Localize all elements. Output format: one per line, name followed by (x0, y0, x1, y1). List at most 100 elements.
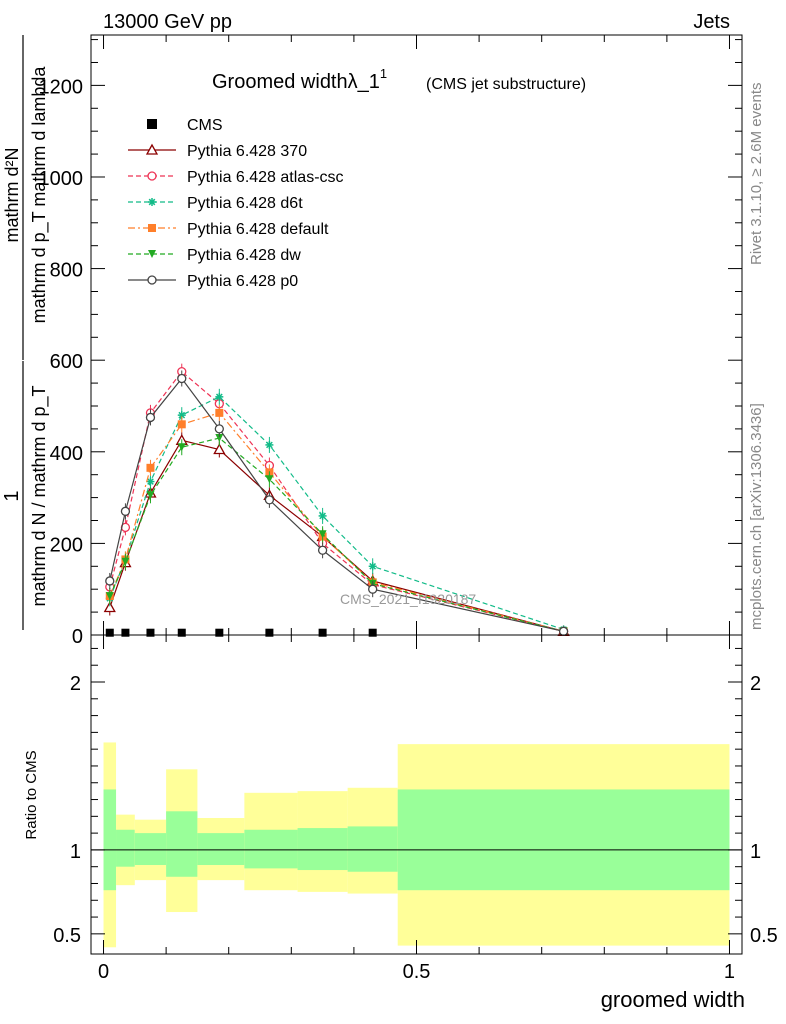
data-point (318, 628, 327, 637)
x-tick-label: 0.5 (403, 961, 431, 983)
data-point (177, 628, 186, 637)
ratio-y-tick-label-right: 1 (750, 841, 761, 863)
series-pythia-6-428-dw (105, 430, 568, 636)
ylabel-prefix-den: mathrm d N / mathrm d p_T (29, 385, 50, 606)
series-line (109, 370, 564, 632)
ratio-y-tick-label: 2 (70, 673, 81, 695)
uncertainty-band-inner (397, 789, 730, 891)
data-point (177, 420, 186, 429)
data-point (103, 601, 116, 613)
uncertainty-band-inner (134, 833, 167, 866)
legend-label: Pythia 6.428 dw (187, 247, 301, 264)
y-tick-label: 200 (50, 534, 83, 556)
ratio-y-tick-label-right: 0.5 (750, 925, 778, 947)
data-point (558, 626, 569, 636)
series-pythia-6-428-370 (103, 432, 570, 636)
series-line (109, 377, 564, 632)
data-point (214, 424, 224, 434)
main-axis-ticks: 0 200 400 600 800 1000 1200 (39, 35, 742, 648)
ratio-axis-ticks: 0.5 0.5 1 1 2 2 0 0.5 1 (53, 635, 778, 983)
data-point (265, 475, 274, 484)
data-point (264, 495, 275, 505)
data-point (215, 408, 224, 417)
ratio-bands (103, 742, 730, 948)
y-tick-label: 400 (50, 443, 83, 465)
data-point (146, 463, 155, 472)
data-point (368, 628, 377, 637)
data-point (105, 576, 115, 586)
rivet-label: Rivet 3.1.10, ≥ 2.6M events (748, 83, 765, 266)
ratio-ylabel: Ratio to CMS (23, 750, 40, 839)
legend-label: Pythia 6.428 p0 (187, 273, 298, 290)
y-tick-label: 800 (50, 260, 83, 282)
series-line (109, 396, 564, 631)
data-point (146, 491, 155, 500)
series-pythia-6-428-atlas-csc (105, 363, 569, 636)
data-point (265, 440, 274, 449)
series-cms (105, 628, 377, 637)
data-point (105, 628, 114, 637)
data-point (121, 628, 130, 637)
data-point (120, 506, 131, 516)
legend-entry: Pythia 6.428 dw (128, 247, 301, 264)
data-point (105, 592, 114, 601)
data-point (213, 443, 226, 455)
data-point (265, 628, 274, 637)
ratio-panel: 0.5 0.5 1 1 2 2 0 0.5 1 Ratio to CMS groomed wid… (23, 634, 778, 1012)
y-tick-label: 1000 (39, 168, 84, 190)
main-series (103, 363, 570, 637)
legend-entry: Pythia 6.428 default (128, 221, 329, 238)
data-point (145, 412, 156, 423)
legend-entry: Pythia 6.428 370 (128, 143, 307, 160)
legend-entry: CMS (147, 117, 223, 134)
data-point (215, 628, 224, 637)
series-line (109, 412, 564, 632)
data-point (318, 511, 327, 520)
series-pythia-6-428-p0 (105, 370, 569, 636)
uncertainty-band-inner (166, 811, 198, 877)
data-point (121, 557, 130, 566)
data-point (317, 545, 328, 555)
ratio-y-tick-label: 0.5 (53, 925, 81, 947)
chart-title-main: Groomed widthλ_1 (212, 71, 380, 93)
ylabel-denominator: mathrm d p_T mathrm d lambda (29, 66, 50, 324)
uncertainty-band-inner (347, 826, 398, 872)
uncertainty-band-inner (197, 833, 245, 866)
x-tick-label: 0 (98, 961, 109, 983)
legend-entry: Pythia 6.428 atlas-csc (128, 169, 344, 186)
series-pythia-6-428-default (105, 404, 568, 636)
series-line (109, 437, 564, 632)
uncertainty-band-inner (244, 829, 298, 869)
uncertainty-band-inner (297, 828, 348, 871)
data-point (318, 530, 327, 539)
y-tick-label: 0 (72, 626, 83, 648)
uncertainty-band-inner (116, 829, 135, 867)
ratio-y-tick-label-right: 2 (750, 673, 761, 695)
data-point (215, 392, 224, 401)
header-right: Jets (693, 11, 730, 33)
x-axis-label: groomed width (601, 987, 745, 1012)
chart-subtitle: (CMS jet substructure) (426, 76, 586, 93)
data-point (215, 434, 224, 443)
chart-title: Groomed widthλ_11 (212, 66, 387, 93)
legend-label: Pythia 6.428 default (187, 221, 329, 238)
data-point (368, 562, 377, 571)
x-tick-label: 1 (724, 961, 735, 983)
series-pythia-6-428-d6t (105, 388, 568, 634)
legend-label: Pythia 6.428 d6t (187, 195, 303, 212)
data-point (146, 628, 155, 637)
series-line (109, 439, 564, 632)
watermark: CMS_2021_I1920187 (340, 591, 476, 607)
uncertainty-band-inner (103, 789, 117, 891)
ylabel-prefix: 1 (1, 490, 23, 501)
data-point (368, 584, 378, 594)
legend-label: Pythia 6.428 atlas-csc (187, 169, 344, 186)
legend-entry: Pythia 6.428 p0 (128, 273, 298, 290)
legend-label: Pythia 6.428 370 (187, 143, 307, 160)
y-axis-label: 1 mathrm d N / mathrm d p_T mathrm d²N m… (1, 35, 50, 630)
y-tick-label: 1200 (39, 76, 84, 98)
y-tick-label: 600 (50, 351, 83, 373)
header-left: 13000 GeV pp (103, 11, 232, 33)
